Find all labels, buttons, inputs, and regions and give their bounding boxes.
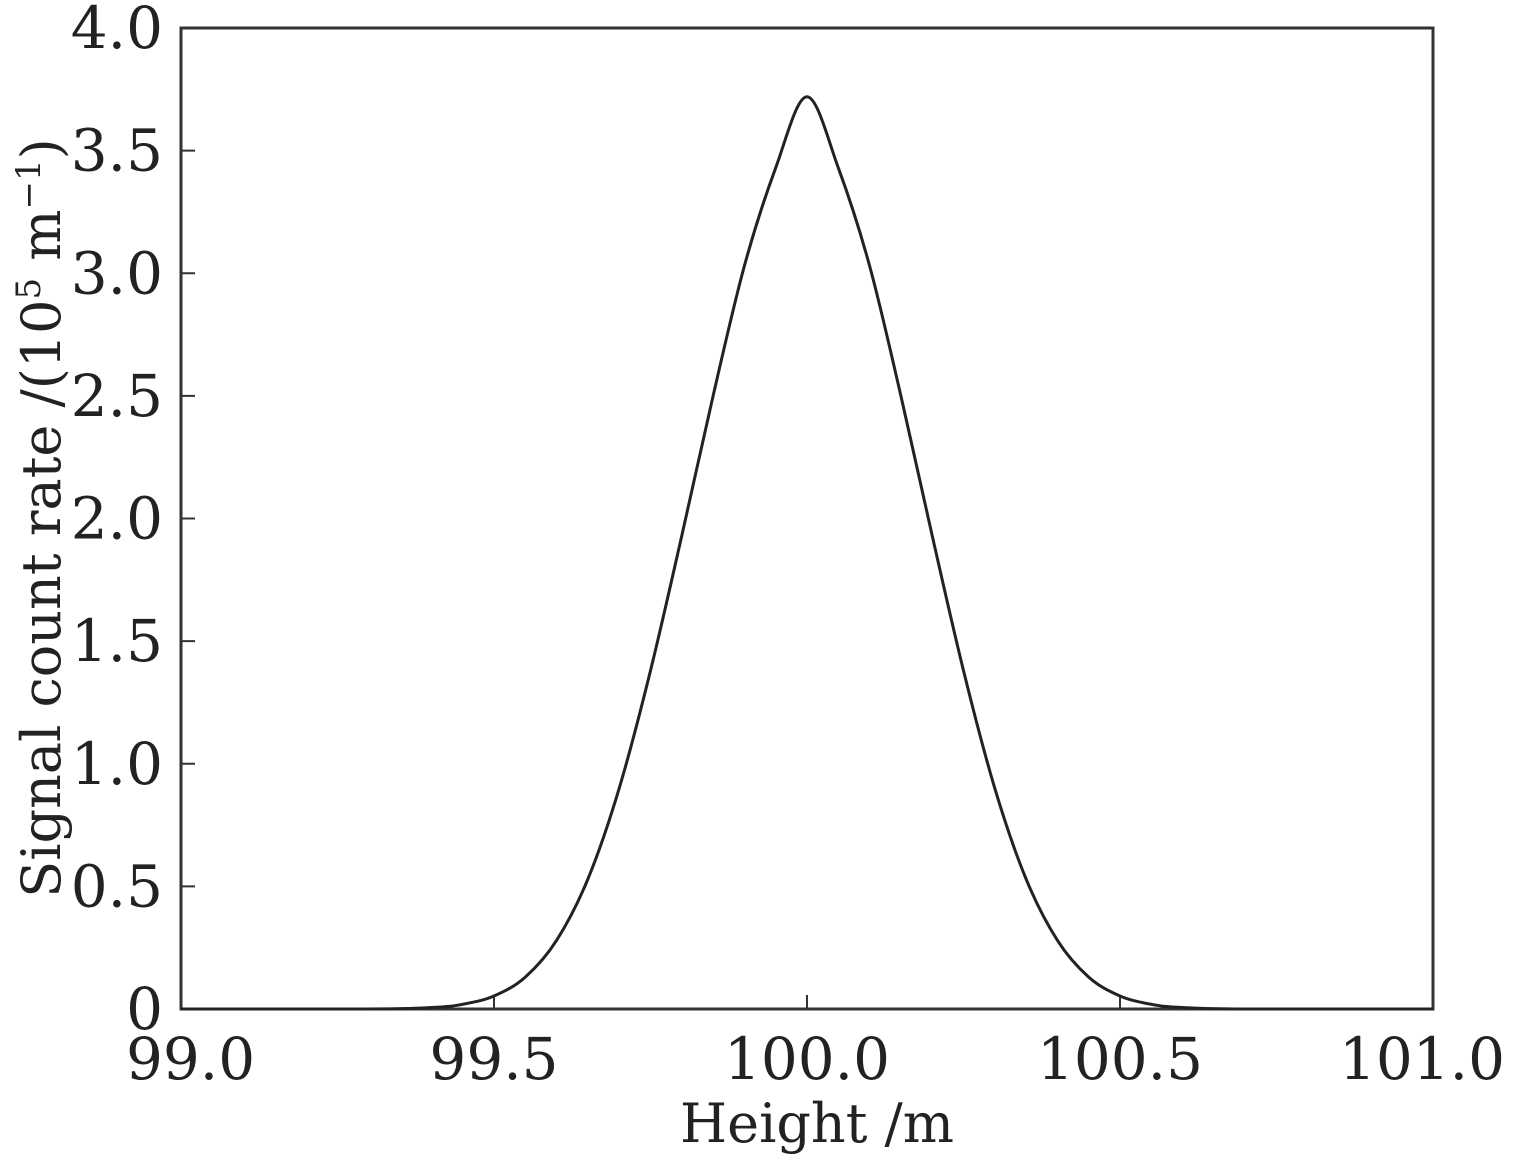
y-tick-label: 4.0 [71, 0, 163, 62]
tick-labels: 0 0.5 1.0 1.5 2.0 2.5 3.0 3.5 4.0 99.0 99.5 100.0 10… [71, 0, 1505, 1093]
y-tick-label: 1.5 [71, 607, 163, 675]
x-tick-label: 99.5 [429, 1025, 558, 1093]
y-axis-title-exponent: 5 [9, 278, 49, 300]
y-tick-label: 2.0 [71, 485, 163, 553]
y-tick-label: 1.0 [71, 730, 163, 798]
x-tick-label: 99.0 [126, 1025, 255, 1093]
y-axis-title-unit: m [10, 209, 73, 277]
y-tick-label: 0.5 [71, 852, 163, 920]
y-tick-label: 3.5 [71, 117, 163, 185]
y-tick-label: 3.0 [71, 239, 163, 307]
y-axis-title: Signal count rate /(105 m−1) [9, 138, 73, 897]
y-axis-title-prefix: Signal count rate /(10 [10, 300, 73, 898]
x-tick-label: 101.0 [1339, 1025, 1505, 1093]
ticks [180, 27, 1434, 1010]
signal-curve-line [180, 95, 1433, 1011]
plot-area-frame [179, 26, 1435, 1011]
x-axis-title: Height /m [680, 1092, 954, 1155]
x-tick-label: 100.0 [724, 1025, 890, 1093]
y-tick-label: 0 [126, 975, 163, 1043]
y-axis-title-suffix: ) [10, 138, 73, 159]
y-tick-label: 2.5 [71, 362, 163, 430]
x-tick-label: 100.5 [1037, 1025, 1203, 1093]
y-axis-title-unit-exponent: −1 [9, 159, 49, 209]
